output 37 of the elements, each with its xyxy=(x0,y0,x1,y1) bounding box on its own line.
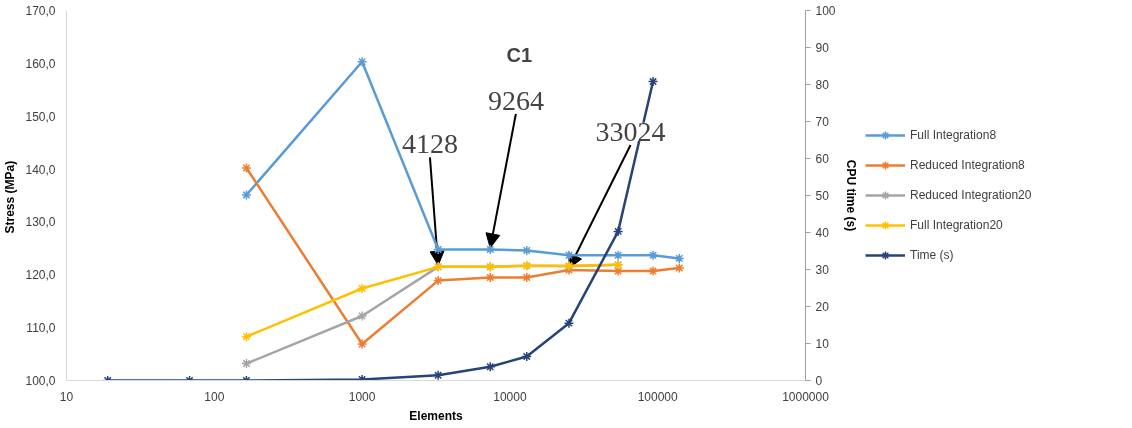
x-tick-label: 10000 xyxy=(493,389,527,404)
y2-tick-label: 0 xyxy=(815,374,823,388)
y-tick-label: 170,0 xyxy=(25,4,56,18)
y-tick-label: 150,0 xyxy=(25,109,56,124)
x-tick-label: 100 xyxy=(204,389,225,404)
x-tick-label: 1000000 xyxy=(782,389,830,404)
y2-tick-label: 100 xyxy=(815,4,836,18)
y2-tick-label: 30 xyxy=(815,263,830,277)
y2-tick-label: 20 xyxy=(815,300,830,314)
y-tick-label: 110,0 xyxy=(26,321,56,336)
x-tick-label: 100000 xyxy=(637,389,679,404)
x-tick-label: 1000 xyxy=(348,389,376,404)
y2-tick-label: 80 xyxy=(815,78,830,92)
legend-label: Reduced Integration20 xyxy=(910,188,1032,202)
legend-label: Time (s) xyxy=(910,248,954,262)
y-tick-label: 140,0 xyxy=(25,162,56,177)
y2-tick-label: 90 xyxy=(815,41,830,55)
text: C1 xyxy=(506,43,533,66)
y2-tick-label: 50 xyxy=(815,189,830,203)
legend-label: Full Integration8 xyxy=(910,128,997,142)
annotation: 4128 xyxy=(401,128,458,160)
legend-label: Full Integration20 xyxy=(910,218,1003,232)
annotation: 9264 xyxy=(487,84,544,116)
x-axis-title: Elements xyxy=(409,408,463,423)
y-tick-label: 120,0 xyxy=(25,268,56,283)
y2-axis-title: CPU time (s) xyxy=(843,159,858,232)
y-tick-label: 100,0 xyxy=(25,374,56,388)
y-tick-label: 160,0 xyxy=(25,56,56,71)
legend-label: Reduced Integration8 xyxy=(910,158,1025,172)
y2-tick-label: 60 xyxy=(815,152,830,166)
x-tick-label: 10 xyxy=(59,389,74,404)
y-axis-title: Stress (MPa) xyxy=(3,160,18,234)
y2-tick-label: 40 xyxy=(815,226,830,240)
y2-tick-label: 70 xyxy=(815,115,830,129)
y-tick-label: 130,0 xyxy=(25,215,56,230)
y2-tick-label: 10 xyxy=(815,337,830,351)
annotation: 33024 xyxy=(595,115,666,147)
